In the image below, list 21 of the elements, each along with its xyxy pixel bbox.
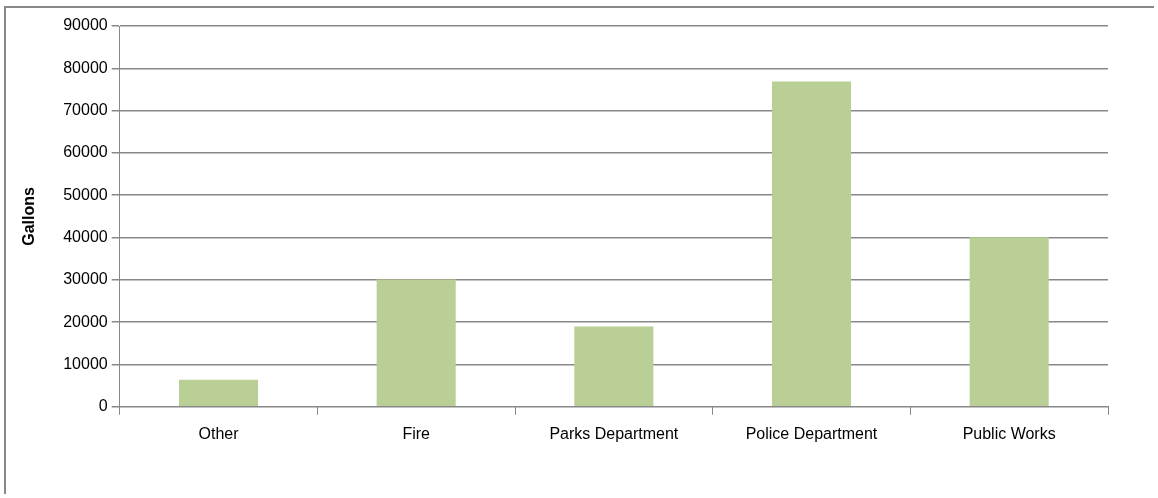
x-tick-label: Public Works [962, 424, 1056, 442]
bar [771, 81, 852, 407]
y-tick-label: 50000 [63, 185, 108, 203]
y-tick-label: 20000 [63, 312, 108, 330]
y-tick-label: 70000 [63, 101, 108, 119]
bar [969, 237, 1049, 407]
y-tick-label: 60000 [63, 143, 108, 161]
y-tick-label: 10000 [63, 354, 108, 372]
y-axis-title: Gallons [20, 186, 38, 246]
y-tick-label: 80000 [63, 58, 108, 76]
x-tick-label: Police Department [745, 424, 878, 442]
x-tick-label: Other [198, 424, 240, 442]
x-tick-label: Fire [402, 424, 431, 442]
bar [376, 279, 456, 407]
y-tick-label: 0 [98, 397, 108, 415]
bar [574, 326, 654, 407]
y-tick-label: 90000 [63, 16, 108, 34]
y-tick-label: 30000 [63, 270, 108, 288]
x-tick-label: Parks Department [549, 424, 679, 442]
bar [178, 379, 259, 407]
y-tick-label: 40000 [63, 227, 108, 245]
